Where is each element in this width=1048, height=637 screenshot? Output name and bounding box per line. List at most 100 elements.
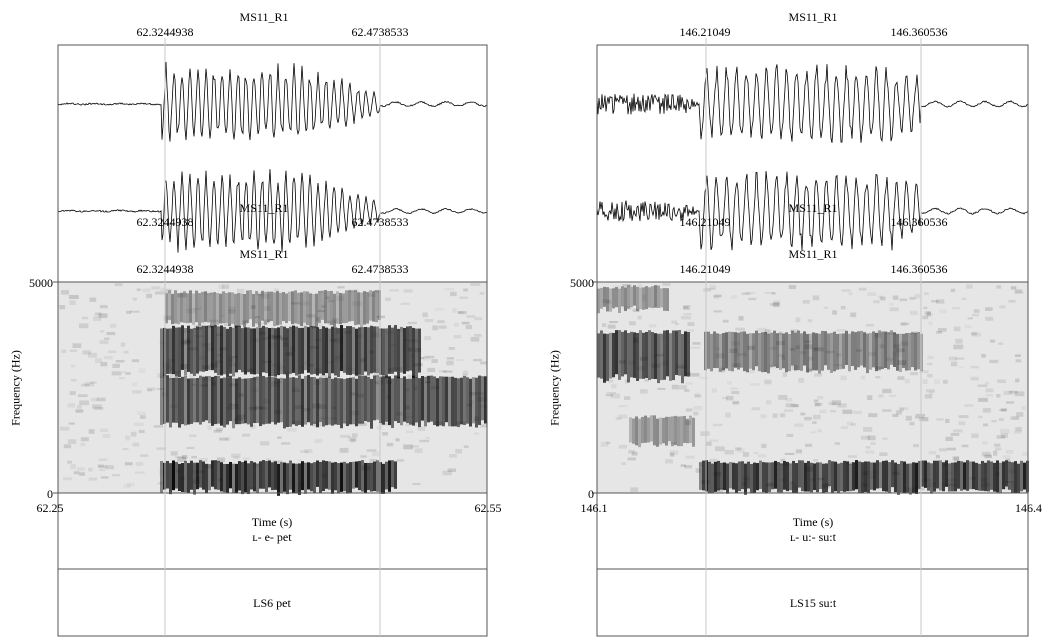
spectrogram-noise xyxy=(1003,390,1013,395)
formant-band xyxy=(635,416,638,446)
spectrogram-noise xyxy=(411,445,419,448)
formant-band xyxy=(1017,463,1020,493)
spectrogram-noise xyxy=(424,355,435,359)
spectrogram-noise xyxy=(714,446,725,452)
formant-band xyxy=(235,378,238,425)
formant-band xyxy=(882,460,885,492)
formant-band xyxy=(327,291,330,324)
spectrogram-noise xyxy=(221,284,230,289)
spectrogram-noise xyxy=(789,347,795,351)
spectrogram-noise xyxy=(800,412,806,416)
spectrogram-noise xyxy=(78,394,88,398)
formant-band xyxy=(177,293,180,325)
selection-end-label-ghost: 146.360536 xyxy=(890,215,948,229)
formant-band xyxy=(400,377,403,426)
spectrogram-noise xyxy=(93,316,102,321)
formant-band xyxy=(183,291,186,323)
formant-band xyxy=(911,332,914,368)
formant-band xyxy=(361,375,364,424)
spectrogram-noise xyxy=(955,338,963,344)
formant-band xyxy=(202,461,205,490)
spectrogram-noise xyxy=(236,288,245,294)
spectrogram-noise xyxy=(840,306,846,310)
formant-band xyxy=(226,463,229,494)
formant-band xyxy=(734,332,737,368)
spectrogram-noise xyxy=(453,335,462,339)
formant-band xyxy=(436,378,439,427)
spectrogram-noise xyxy=(993,450,998,456)
formant-band xyxy=(717,460,720,491)
tier2-interval-text[interactable]: LS6 pet xyxy=(253,596,291,610)
spectrogram-noise xyxy=(1014,354,1021,357)
spectrogram-noise xyxy=(123,350,129,354)
spectrogram-noise xyxy=(971,433,979,438)
spectrogram-noise xyxy=(848,455,858,458)
formant-band xyxy=(190,460,193,490)
spectrogram xyxy=(597,282,1029,495)
formant-band xyxy=(924,460,927,488)
formant-band xyxy=(250,461,253,490)
spectrogram-noise xyxy=(630,487,639,492)
spectrogram-noise xyxy=(924,394,933,399)
formant-band xyxy=(394,375,397,422)
spectrogram-noise xyxy=(778,353,785,358)
formant-band xyxy=(792,460,795,493)
spectrogram-noise xyxy=(769,347,777,350)
spectrogram-noise xyxy=(784,452,795,455)
spectrogram-noise xyxy=(629,321,636,326)
spectrogram-noise xyxy=(366,449,377,452)
spectrogram-noise xyxy=(376,315,386,319)
spectrogram-noise xyxy=(990,339,996,343)
formant-band xyxy=(765,462,768,493)
spectrogram-noise xyxy=(318,324,323,328)
spectrogram-noise xyxy=(332,318,339,324)
tier1-interval-text[interactable]: ʟ- u:- su:t xyxy=(790,530,836,544)
spectrogram-noise xyxy=(644,379,650,382)
spectrogram-noise xyxy=(732,400,740,405)
spectrogram-noise xyxy=(213,429,222,433)
formant-band xyxy=(888,462,891,494)
formant-band xyxy=(181,325,184,371)
spectrogram-noise xyxy=(615,417,622,420)
spectrogram-noise xyxy=(121,371,127,374)
formant-band xyxy=(606,333,609,381)
formant-band xyxy=(214,460,217,490)
formant-band xyxy=(638,418,641,448)
time-start-label: 146.1 xyxy=(580,501,608,515)
spectrogram-noise xyxy=(277,436,282,439)
formant-band xyxy=(746,333,749,373)
spectrogram-noise xyxy=(134,422,144,427)
spectrogram-noise xyxy=(712,423,723,427)
time-end-label: 62.55 xyxy=(474,501,502,515)
spectrogram-noise xyxy=(807,368,812,373)
formant-band xyxy=(277,463,280,496)
spectrogram-noise xyxy=(206,292,212,295)
formant-band xyxy=(256,327,259,375)
spectrogram-noise xyxy=(985,388,994,393)
formant-band xyxy=(252,293,255,327)
formant-band xyxy=(388,460,391,492)
formant-band xyxy=(340,325,343,372)
formant-band xyxy=(999,462,1002,494)
spectrogram-noise xyxy=(1003,486,1009,490)
tier2-interval-text[interactable]: LS15 su:t xyxy=(789,596,837,610)
spectrogram-noise xyxy=(320,374,328,378)
formant-band xyxy=(403,376,406,422)
formant-band xyxy=(301,461,304,491)
formant-band xyxy=(855,460,858,490)
formant-band xyxy=(852,462,855,491)
formant-band xyxy=(373,461,376,492)
spectrogram-noise xyxy=(99,305,108,309)
tier1-interval-text[interactable]: ʟ- e- pet xyxy=(252,530,292,544)
spectrogram-noise xyxy=(357,422,367,426)
spectrogram-noise xyxy=(973,309,980,313)
formant-band xyxy=(264,291,267,326)
formant-band xyxy=(851,331,854,366)
formant-band xyxy=(175,462,178,489)
formant-band xyxy=(648,287,651,308)
formant-band xyxy=(867,461,870,494)
formant-band xyxy=(680,416,683,447)
channel-title-top: MS11_R1 xyxy=(788,10,838,24)
formant-band xyxy=(624,330,627,375)
formant-band xyxy=(659,417,662,445)
